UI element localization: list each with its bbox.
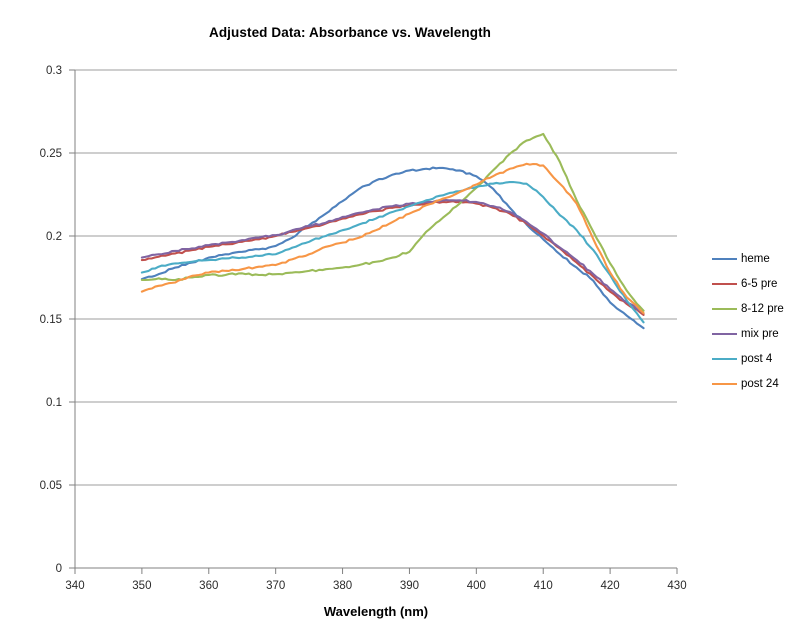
legend-item-post-24: post 24 bbox=[712, 371, 784, 396]
x-axis-title: Wavelength (nm) bbox=[323, 604, 429, 619]
x-tick-label: 390 bbox=[400, 580, 419, 592]
legend-item-mix-pre: mix pre bbox=[712, 321, 784, 346]
chart-title: Adjusted Data: Absorbance vs. Wavelength bbox=[208, 25, 492, 40]
series-line-8-12-pre bbox=[140, 132, 645, 312]
series-line-post-4 bbox=[140, 180, 645, 324]
legend-swatch bbox=[712, 382, 737, 385]
legend-label: 6-5 pre bbox=[741, 277, 778, 290]
series-line-mix-pre bbox=[140, 198, 645, 315]
legend-swatch bbox=[712, 307, 737, 310]
axes bbox=[69, 69, 678, 574]
x-tick-label: 420 bbox=[601, 580, 620, 592]
legend-swatch bbox=[712, 357, 737, 360]
y-tick-label: 0.3 bbox=[46, 65, 62, 77]
x-tick-label: 410 bbox=[534, 580, 553, 592]
y-tick-label: 0.15 bbox=[40, 314, 62, 326]
y-tick-label: 0.25 bbox=[40, 148, 62, 160]
legend-label: 8-12 pre bbox=[741, 302, 784, 315]
series-line-heme bbox=[140, 166, 645, 330]
legend-item-post-4: post 4 bbox=[712, 346, 784, 371]
legend-item-6-5-pre: 6-5 pre bbox=[712, 271, 784, 296]
legend-item-8-12-pre: 8-12 pre bbox=[712, 296, 784, 321]
legend-label: heme bbox=[741, 252, 770, 265]
legend-label: mix pre bbox=[741, 327, 779, 340]
legend: heme 6-5 pre 8-12 pre mix pre post 4 post 24 bbox=[712, 246, 784, 396]
x-tick-label: 360 bbox=[199, 580, 218, 592]
legend-swatch bbox=[712, 257, 737, 260]
x-tick-label: 370 bbox=[266, 580, 285, 592]
x-tick-label: 350 bbox=[132, 580, 151, 592]
legend-label: post 4 bbox=[741, 352, 773, 365]
legend-swatch bbox=[712, 282, 737, 285]
y-tick-label: 0.2 bbox=[46, 231, 62, 243]
x-tick-label: 340 bbox=[65, 580, 84, 592]
gridlines bbox=[75, 69, 677, 486]
legend-swatch bbox=[712, 332, 737, 335]
x-tick-label: 400 bbox=[467, 580, 486, 592]
x-tick-label: 380 bbox=[333, 580, 352, 592]
series-line-post-24 bbox=[140, 162, 645, 315]
legend-item-heme: heme bbox=[712, 246, 784, 271]
y-tick-label: 0 bbox=[56, 563, 62, 575]
legend-label: post 24 bbox=[741, 377, 779, 390]
y-tick-label: 0.1 bbox=[46, 397, 62, 409]
y-tick-label: 0.05 bbox=[40, 480, 62, 492]
x-tick-label: 430 bbox=[667, 580, 686, 592]
